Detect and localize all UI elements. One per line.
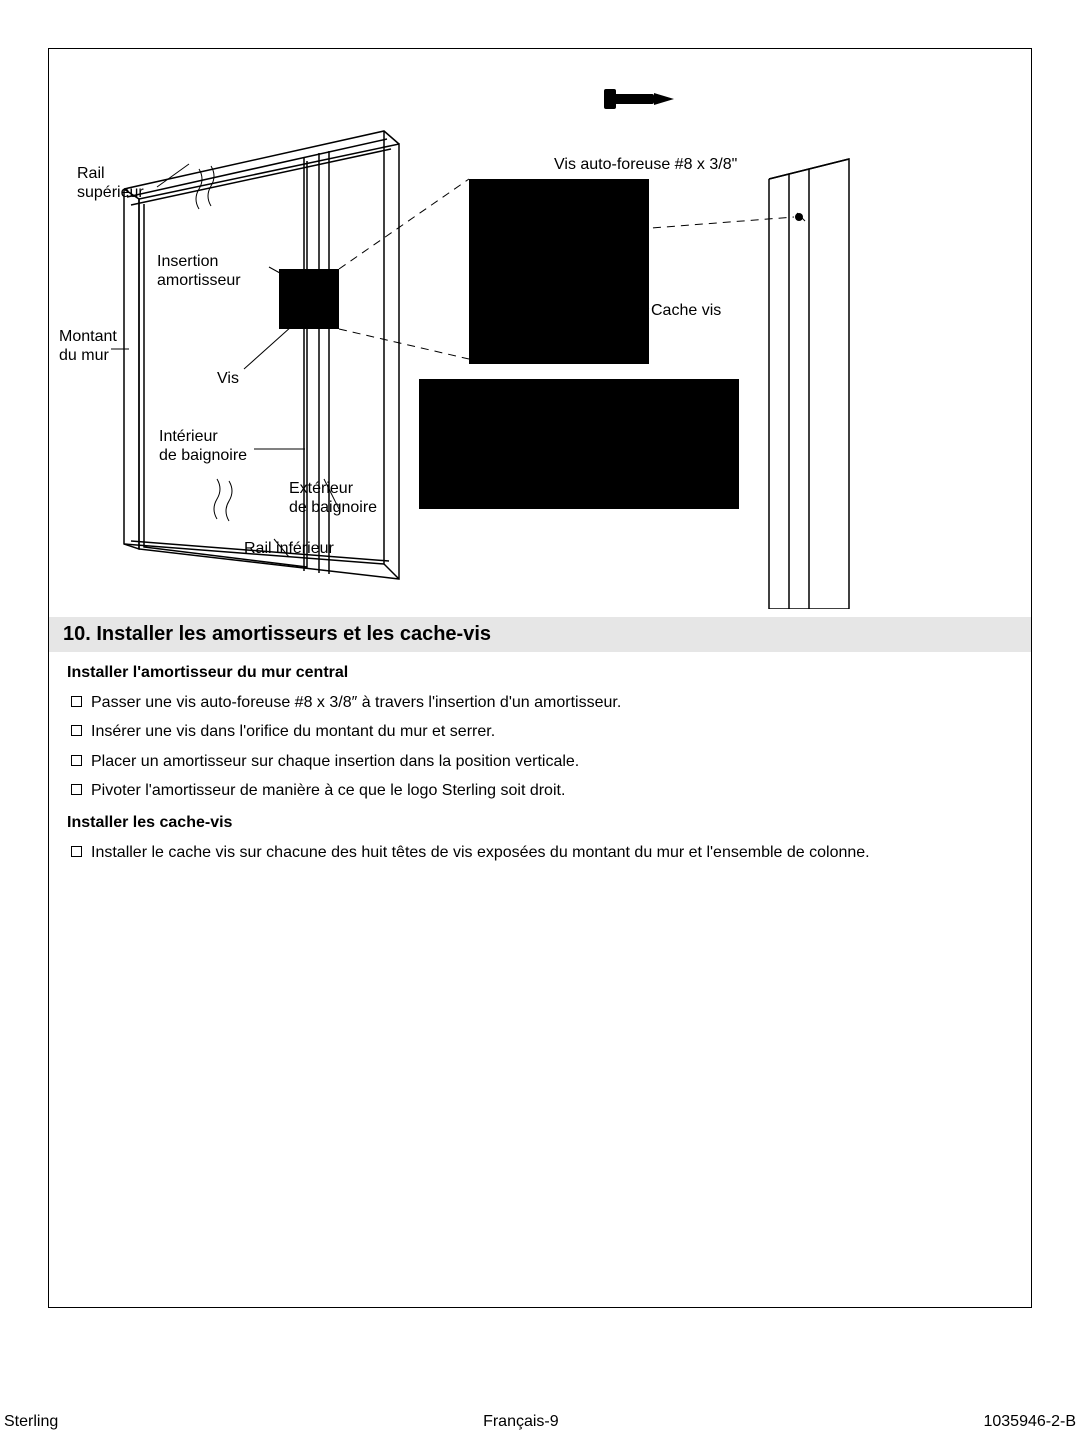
- label-vis-right: Vis: [473, 411, 495, 430]
- bullet-5: Installer le cache vis sur chacune des h…: [67, 842, 1013, 864]
- label-exterieur-baignoire: Extérieur de baignoire: [289, 479, 377, 517]
- bullet-4: Pivoter l'amortisseur de manière à ce qu…: [67, 780, 1013, 802]
- bullet-1: Passer une vis auto-foreuse #8 x 3/8″ à …: [67, 692, 1013, 714]
- subheading-1: Installer l'amortisseur du mur central: [67, 662, 1013, 684]
- diagram-svg: [49, 49, 1029, 609]
- page-frame: Rail supérieur Insertion amortisseur Mon…: [48, 48, 1032, 1308]
- footer-left: Sterling: [4, 1413, 58, 1431]
- subheading-2: Installer les cache-vis: [67, 812, 1013, 834]
- bullet-2: Insérer une vis dans l'orifice du montan…: [67, 721, 1013, 743]
- section-title: 10. Installer les amortisseurs et les ca…: [49, 617, 1031, 652]
- label-montant-du-mur: Montant du mur: [59, 327, 117, 365]
- diagram: Rail supérieur Insertion amortisseur Mon…: [49, 49, 1031, 609]
- footer-right: 1035946-2-B: [983, 1413, 1076, 1431]
- bullet-3: Placer un amortisseur sur chaque inserti…: [67, 751, 1013, 773]
- page-footer: Sterling Français-9 1035946-2-B: [0, 1413, 1080, 1431]
- label-rail-inferieur: Rail inférieur: [244, 539, 334, 558]
- footer-center: Français-9: [483, 1413, 559, 1431]
- label-insertion-amortisseur: Insertion amortisseur: [157, 252, 241, 290]
- label-vis-auto-foreuse: Vis auto-foreuse #8 x 3/8": [554, 155, 737, 174]
- label-vis-left: Vis: [217, 369, 239, 388]
- section-body: Installer l'amortisseur du mur central P…: [49, 652, 1031, 863]
- label-cache-vis: Cache vis: [651, 301, 721, 320]
- label-rail-superieur: Rail supérieur: [77, 164, 144, 202]
- label-interieur-baignoire: Intérieur de baignoire: [159, 427, 247, 465]
